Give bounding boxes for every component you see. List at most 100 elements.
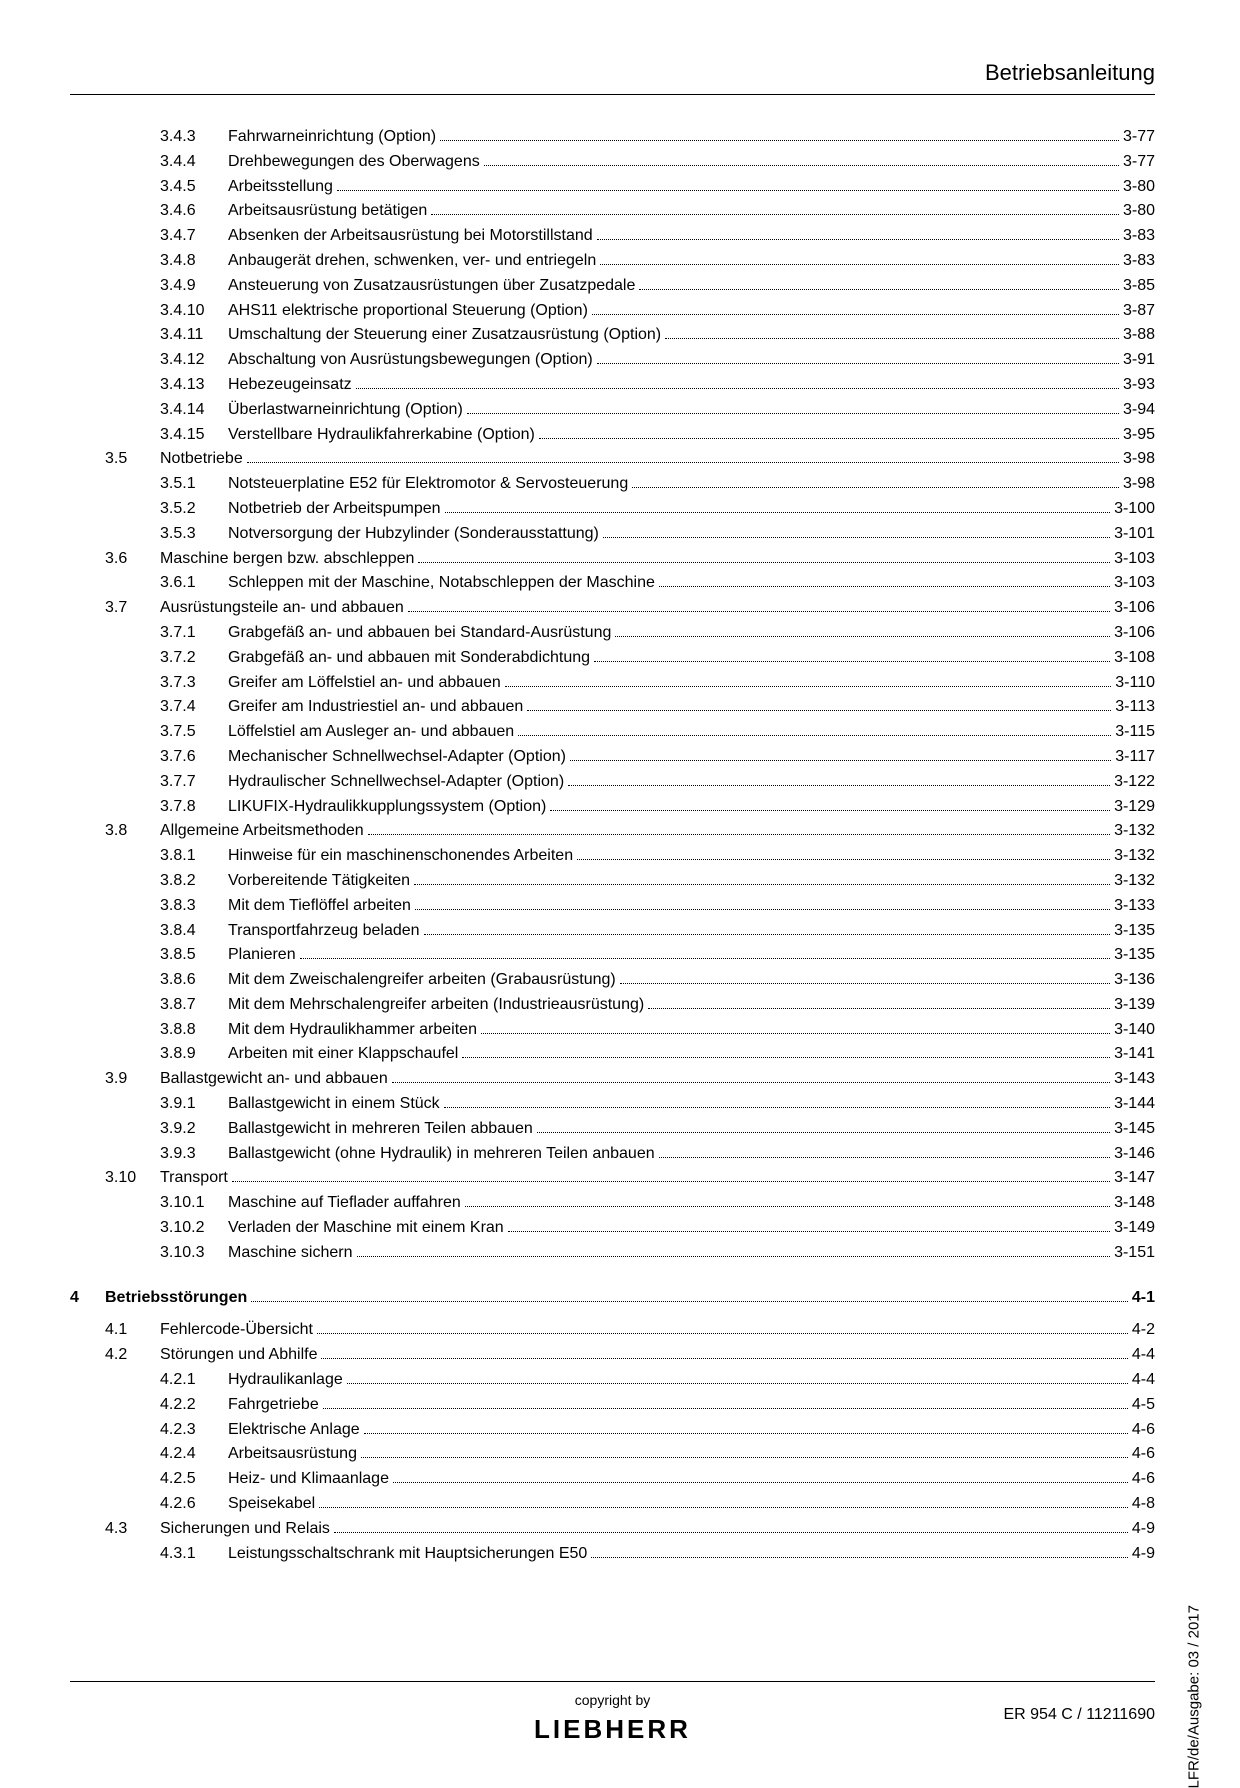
toc-page: 3-132 — [1114, 819, 1155, 844]
toc-leader — [665, 338, 1119, 339]
toc-leader — [317, 1333, 1128, 1334]
toc-entry: 3.5Notbetriebe 3-98 — [70, 447, 1155, 472]
toc-entry: 3.4.4Drehbewegungen des Oberwagens 3-77 — [70, 150, 1155, 175]
toc-section-num: 4.3 — [105, 1517, 160, 1542]
toc-page: 4-9 — [1132, 1517, 1155, 1542]
toc-entry: 3.10.1Maschine auf Tieflader auffahren 3… — [70, 1191, 1155, 1216]
toc-page: 4-6 — [1132, 1418, 1155, 1443]
toc-leader — [337, 190, 1119, 191]
toc-entry: 3.4.13Hebezeugeinsatz 3-93 — [70, 373, 1155, 398]
toc-page: 3-135 — [1114, 943, 1155, 968]
toc-leader — [356, 388, 1119, 389]
toc-page: 3-146 — [1114, 1142, 1155, 1167]
toc-page: 3-132 — [1114, 844, 1155, 869]
toc-page: 3-106 — [1114, 621, 1155, 646]
toc-section-num: 4.2 — [105, 1343, 160, 1368]
toc-title: Ballastgewicht in einem Stück — [228, 1092, 440, 1117]
toc-leader — [484, 165, 1119, 166]
toc-leader — [639, 289, 1119, 290]
toc-leader — [334, 1532, 1128, 1533]
toc-section-num: 4.1 — [105, 1318, 160, 1343]
toc-title: Betriebsstörungen — [105, 1286, 247, 1311]
toc-leader — [550, 810, 1110, 811]
toc-subsection-num: 3.6.1 — [160, 571, 228, 596]
toc-entry: 3.8.6Mit dem Zweischalengreifer arbeiten… — [70, 968, 1155, 993]
toc-leader — [321, 1358, 1127, 1359]
toc-leader — [648, 1008, 1110, 1009]
toc-entry: 3.4.12Abschaltung von Ausrüstungsbewegun… — [70, 348, 1155, 373]
toc-subsection-num: 3.5.2 — [160, 497, 228, 522]
toc-entry: 3.5.2Notbetrieb der Arbeitspumpen 3-100 — [70, 497, 1155, 522]
toc-page: 3-83 — [1123, 249, 1155, 274]
toc-title: Drehbewegungen des Oberwagens — [228, 150, 480, 175]
toc-leader — [361, 1457, 1128, 1458]
toc-subsection-num: 3.10.1 — [160, 1191, 228, 1216]
toc-page: 3-122 — [1114, 770, 1155, 795]
toc-title: Löffelstiel am Ausleger an- und abbauen — [228, 720, 514, 745]
toc-page: 4-1 — [1132, 1286, 1155, 1311]
toc-page: 3-106 — [1114, 596, 1155, 621]
toc-page: 3-100 — [1114, 497, 1155, 522]
toc-entry: 3.7Ausrüstungsteile an- und abbauen 3-10… — [70, 596, 1155, 621]
toc-leader — [659, 586, 1110, 587]
toc-title: Grabgefäß an- und abbauen mit Sonderabdi… — [228, 646, 590, 671]
toc-leader — [505, 686, 1112, 687]
toc-title: Ballastgewicht (ohne Hydraulik) in mehre… — [228, 1142, 655, 1167]
toc-page: 3-135 — [1114, 919, 1155, 944]
toc-title: Maschine auf Tieflader auffahren — [228, 1191, 461, 1216]
toc-page: 3-140 — [1114, 1018, 1155, 1043]
toc-subsection-num: 4.2.6 — [160, 1492, 228, 1517]
toc-leader — [537, 1132, 1110, 1133]
toc-leader — [424, 934, 1111, 935]
toc-subsection-num: 3.8.6 — [160, 968, 228, 993]
toc-entry: 3.8.7Mit dem Mehrschalengreifer arbeiten… — [70, 993, 1155, 1018]
toc-subsection-num: 3.4.10 — [160, 299, 228, 324]
toc-entry: 3.4.9Ansteuerung von Zusatzausrüstungen … — [70, 274, 1155, 299]
toc-page: 3-98 — [1123, 447, 1155, 472]
toc-page: 3-151 — [1114, 1241, 1155, 1266]
toc-subsection-num: 3.7.5 — [160, 720, 228, 745]
toc-leader — [518, 735, 1111, 736]
toc-leader — [597, 239, 1119, 240]
toc-subsection-num: 3.5.1 — [160, 472, 228, 497]
toc-title: Hydraulikanlage — [228, 1368, 343, 1393]
toc-page: 3-139 — [1114, 993, 1155, 1018]
toc-subsection-num: 3.7.4 — [160, 695, 228, 720]
toc-title: Vorbereitende Tätigkeiten — [228, 869, 410, 894]
toc-page: 3-149 — [1114, 1216, 1155, 1241]
toc-entry: 4.2.1Hydraulikanlage 4-4 — [70, 1368, 1155, 1393]
toc-leader — [620, 983, 1110, 984]
toc-leader — [600, 264, 1119, 265]
toc-page: 3-147 — [1114, 1166, 1155, 1191]
toc-entry: 4.3Sicherungen und Relais 4-9 — [70, 1517, 1155, 1542]
toc-title: Hebezeugeinsatz — [228, 373, 352, 398]
toc-subsection-num: 3.8.5 — [160, 943, 228, 968]
toc-leader — [251, 1301, 1128, 1302]
toc-page: 3-93 — [1123, 373, 1155, 398]
toc-leader — [591, 1557, 1128, 1558]
toc-leader — [444, 1107, 1110, 1108]
toc-page: 3-103 — [1114, 571, 1155, 596]
toc-leader — [319, 1507, 1128, 1508]
brand-logo: LIEBHERR — [534, 1714, 691, 1745]
toc-title: Überlastwarneinrichtung (Option) — [228, 398, 463, 423]
toc-title: Transportfahrzeug beladen — [228, 919, 420, 944]
toc-page: 3-77 — [1123, 150, 1155, 175]
toc-subsection-num: 3.8.3 — [160, 894, 228, 919]
side-label: LFR/de/Ausgabe: 03 / 2017 — [1185, 1605, 1202, 1788]
toc-leader — [300, 958, 1110, 959]
toc-leader — [431, 214, 1119, 215]
toc-subsection-num: 4.3.1 — [160, 1542, 228, 1567]
toc-subsection-num: 3.4.14 — [160, 398, 228, 423]
toc-subsection-num: 3.7.1 — [160, 621, 228, 646]
toc-page: 3-83 — [1123, 224, 1155, 249]
toc-subsection-num: 3.9.2 — [160, 1117, 228, 1142]
toc-title: Schleppen mit der Maschine, Notabschlepp… — [228, 571, 655, 596]
toc-subsection-num: 4.2.2 — [160, 1393, 228, 1418]
toc-entry: 3.4.14Überlastwarneinrichtung (Option) 3… — [70, 398, 1155, 423]
toc-page: 3-113 — [1115, 695, 1155, 720]
toc-subsection-num: 3.8.2 — [160, 869, 228, 894]
toc-subsection-num: 3.4.7 — [160, 224, 228, 249]
toc-entry: 4.3.1Leistungsschaltschrank mit Hauptsic… — [70, 1542, 1155, 1567]
page-header: Betriebsanleitung — [70, 60, 1155, 95]
